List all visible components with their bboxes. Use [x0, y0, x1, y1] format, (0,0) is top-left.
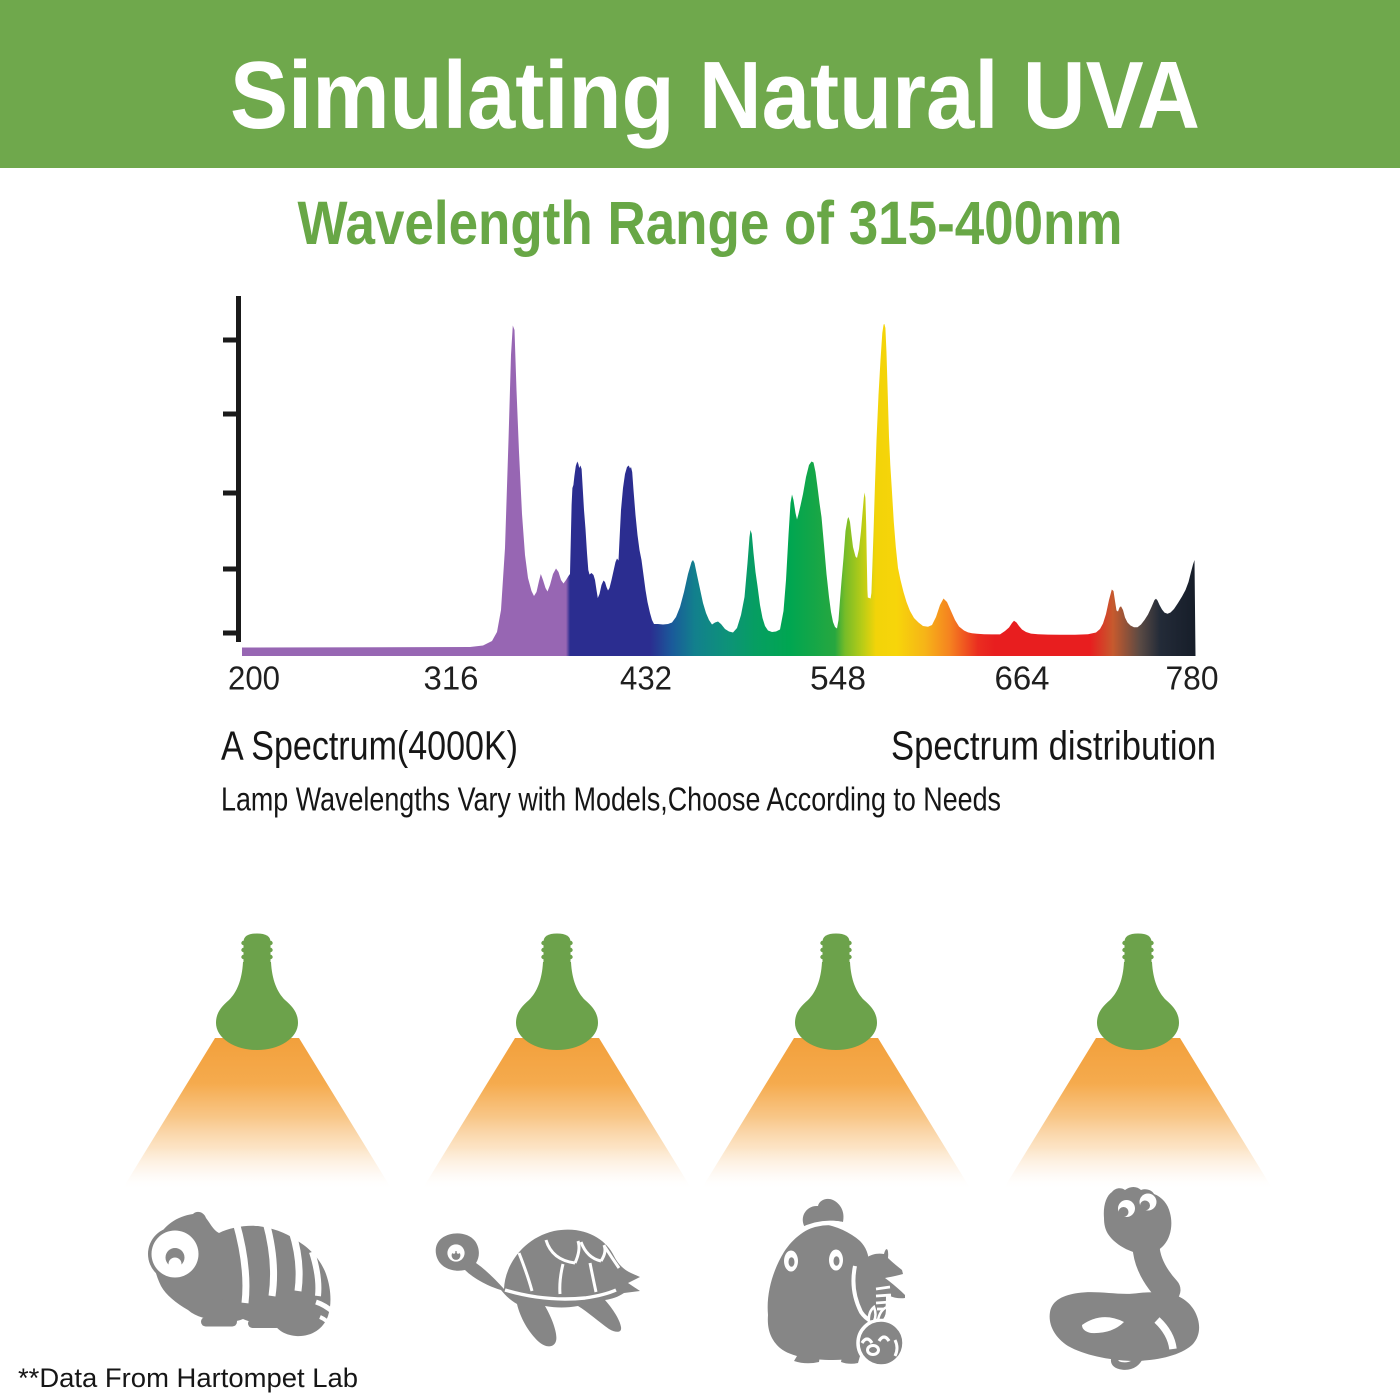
svg-text:200: 200	[228, 661, 280, 698]
svg-text:**Data From Hartompet Lab: **Data From Hartompet Lab	[18, 1363, 358, 1393]
svg-text:Wavelength Range of 315-400nm: Wavelength Range of 315-400nm	[298, 189, 1123, 257]
svg-text:Lamp Wavelengths Vary with Mod: Lamp Wavelengths Vary with Models,Choose…	[221, 781, 1001, 818]
svg-text:A Spectrum(4000K): A Spectrum(4000K)	[221, 723, 518, 769]
svg-text:432: 432	[620, 661, 672, 698]
svg-text:316: 316	[424, 661, 479, 698]
svg-text:780: 780	[1166, 661, 1219, 698]
svg-text:548: 548	[810, 661, 866, 698]
svg-text:664: 664	[995, 661, 1050, 698]
svg-text:Simulating Natural UVA: Simulating Natural UVA	[230, 42, 1200, 149]
svg-text:Spectrum distribution: Spectrum distribution	[891, 723, 1216, 769]
